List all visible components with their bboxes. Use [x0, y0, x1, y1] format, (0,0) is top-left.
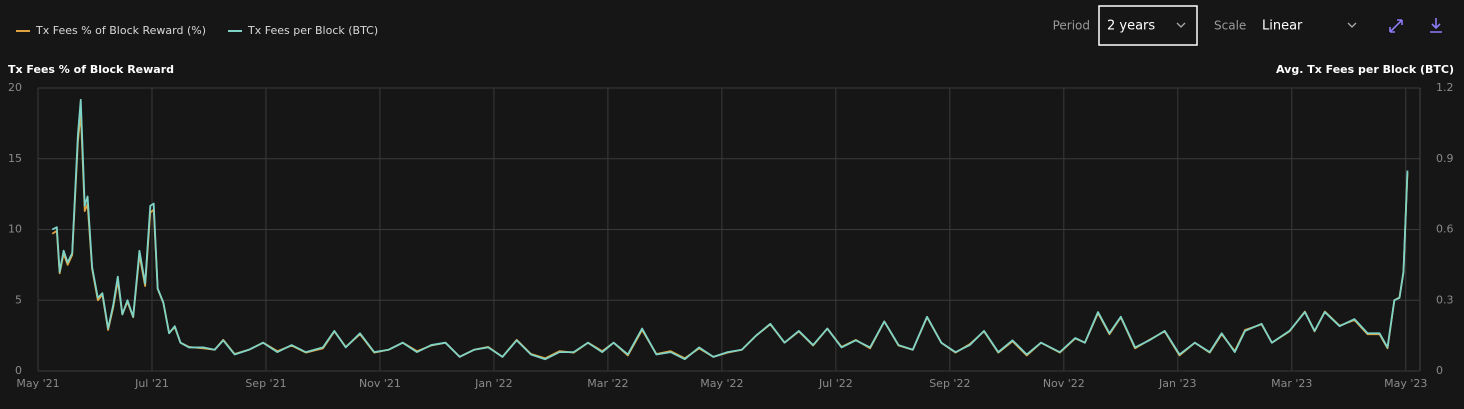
y2-tick-label: 1.2 — [1436, 81, 1454, 94]
period-value: 2 years — [1107, 19, 1155, 34]
scale-chevron — [1347, 22, 1357, 28]
y2-tick-label: 0.6 — [1436, 223, 1454, 236]
y2-tick-label: 0.3 — [1436, 293, 1454, 306]
x-tick-label: Sep '22 — [929, 377, 970, 390]
x-tick-label: Mar '23 — [1271, 377, 1312, 390]
scale-value[interactable]: Linear — [1262, 19, 1303, 34]
y-tick-label: 0 — [15, 364, 22, 377]
y-tick-label: 5 — [15, 293, 22, 306]
period-chevron — [1176, 22, 1186, 28]
plot-area: 0 5 10 15 20 0 0.3 0.6 0.9 1.2 May '21 Jul '21 Sep '… — [8, 81, 1454, 390]
x-tick-label: Jul '22 — [818, 377, 853, 390]
x-tick-label: Mar '22 — [587, 377, 628, 390]
period-label: Period — [1053, 19, 1090, 33]
x-tick-label: May '21 — [16, 377, 59, 390]
scale-label: Scale — [1214, 19, 1246, 33]
y2-tick-label: 0.9 — [1436, 152, 1454, 165]
series-line — [51, 98, 1409, 361]
expand-icon[interactable] — [1389, 19, 1403, 33]
x-tick-label: Jan '22 — [474, 377, 512, 390]
x-tick-label: Nov '22 — [1043, 377, 1085, 390]
y2-tick-label: 0 — [1436, 364, 1443, 377]
legend-label: Tx Fees per Block (BTC) — [247, 24, 378, 37]
y-tick-label: 20 — [8, 81, 22, 94]
x-tick-label: Jul '21 — [134, 377, 169, 390]
download-icon[interactable] — [1430, 18, 1442, 33]
legend: Tx Fees % of Block Reward (%) Tx Fees per… — [16, 24, 378, 37]
period-select[interactable] — [1098, 5, 1198, 46]
y2-axis-title: Avg. Tx Fees per Block (BTC) — [1276, 63, 1454, 76]
x-tick-label: Nov '21 — [359, 377, 401, 390]
legend-label: Tx Fees % of Block Reward (%) — [35, 24, 206, 37]
y-tick-label: 15 — [8, 152, 22, 165]
y-axis-title: Tx Fees % of Block Reward — [8, 63, 174, 76]
x-tick-label: May '22 — [700, 377, 743, 390]
y-tick-label: 10 — [8, 223, 22, 236]
x-tick-label: Sep '21 — [245, 377, 286, 390]
x-tick-label: Jan '23 — [1158, 377, 1196, 390]
x-tick-label: May '23 — [1384, 377, 1427, 390]
